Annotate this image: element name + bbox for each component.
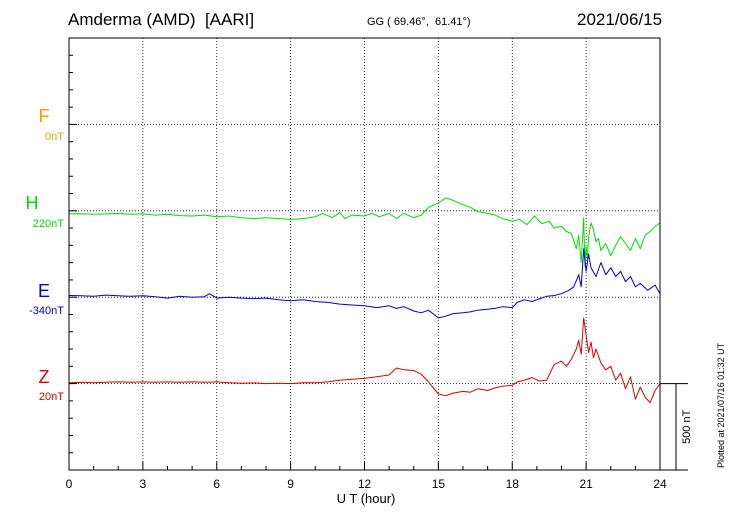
x-tick-label: 12 bbox=[358, 477, 372, 491]
series-layer bbox=[68, 197, 661, 404]
component-e-label: E bbox=[37, 281, 50, 301]
x-tick-label: 18 bbox=[506, 477, 520, 491]
station-coordinates: GG ( 69.46°, 61.41°) bbox=[367, 16, 471, 28]
x-axis-label: U T (hour) bbox=[337, 491, 396, 506]
x-tick-label: 24 bbox=[653, 477, 667, 491]
scale-bar: 500 nT bbox=[660, 383, 693, 471]
plot-date: 2021/06/15 bbox=[577, 10, 663, 29]
grid-lines bbox=[69, 38, 660, 470]
x-tick-label: 3 bbox=[140, 477, 147, 491]
x-tick-label: 6 bbox=[213, 477, 220, 491]
component-h-offset: 220nT bbox=[32, 218, 64, 230]
series-h-line bbox=[68, 197, 661, 267]
scale-bar-label: 500 nT bbox=[681, 409, 693, 444]
component-f-label: F bbox=[38, 106, 50, 126]
component-e-offset: -340nT bbox=[29, 305, 64, 317]
axis-ticks: 0 3 6 9 12 15 18 21 24 bbox=[66, 37, 667, 491]
component-z-label: Z bbox=[38, 367, 50, 387]
x-tick-label: 21 bbox=[579, 477, 593, 491]
component-h-label: H bbox=[25, 193, 39, 213]
x-tick-label: 0 bbox=[66, 477, 73, 491]
component-z-offset: 20nT bbox=[38, 391, 64, 403]
series-z-line bbox=[68, 317, 661, 404]
series-e-line bbox=[68, 248, 661, 319]
x-tick-label: 9 bbox=[287, 477, 294, 491]
station-title: Amderma (AMD) [AARI] bbox=[68, 10, 255, 29]
component-f-offset: 0nT bbox=[45, 131, 64, 143]
x-tick-label: 15 bbox=[432, 477, 446, 491]
